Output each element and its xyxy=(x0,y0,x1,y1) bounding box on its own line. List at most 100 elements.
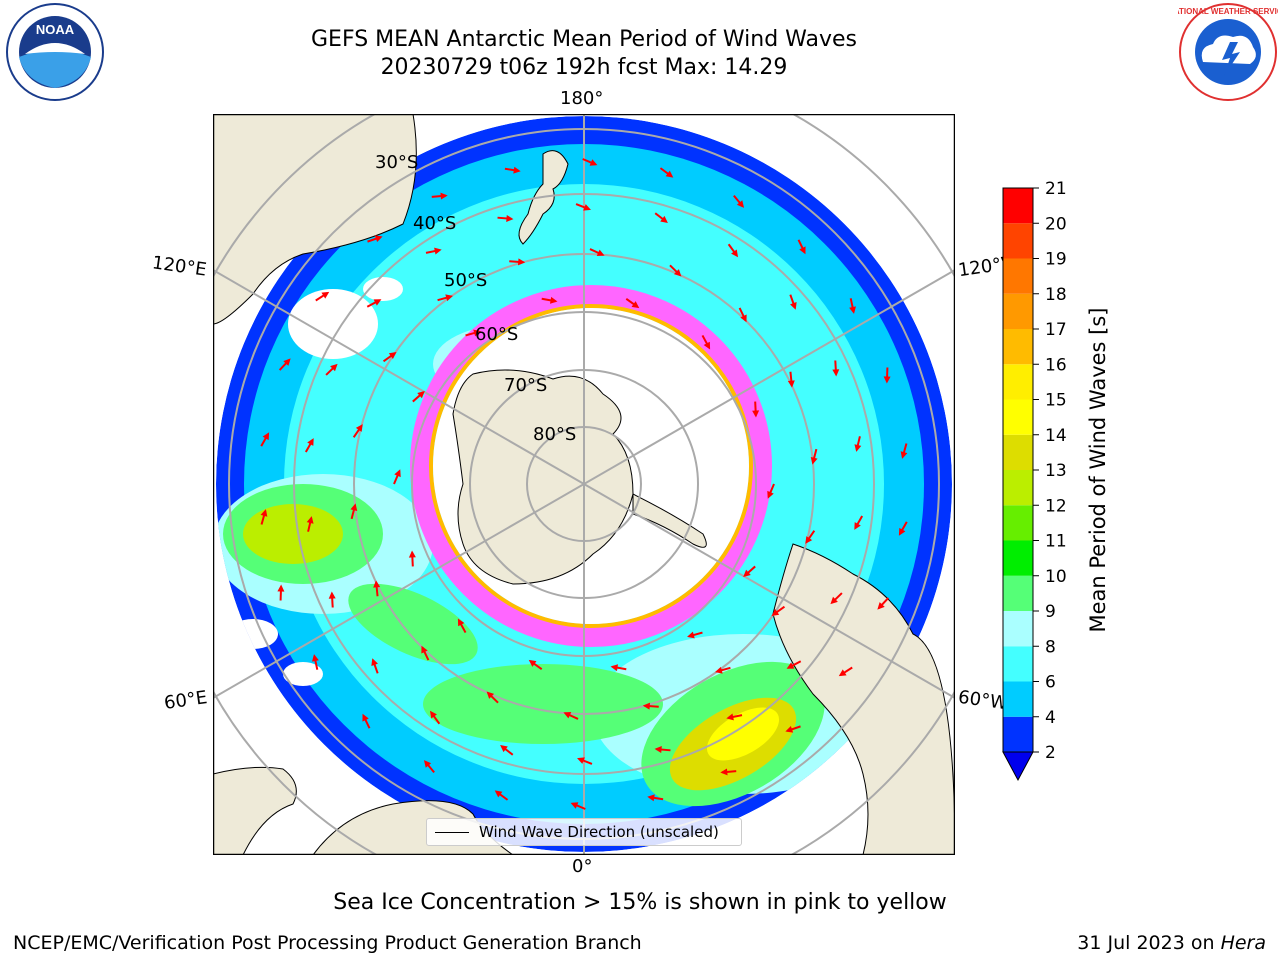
nws-logo-text: NATIONAL WEATHER SERVICE xyxy=(1178,7,1278,16)
map-legend: Wind Wave Direction (unscaled) xyxy=(426,818,742,846)
colorbar-segment xyxy=(1003,399,1033,435)
wind-wave-arrowhead xyxy=(743,569,751,578)
lon-label-0: 0° xyxy=(572,856,593,877)
wind-wave-arrowhead xyxy=(883,376,891,384)
colorbar-tick-label: 8 xyxy=(1045,637,1056,657)
colorbar-tick-label: 16 xyxy=(1045,355,1067,375)
colorbar-tick-label: 20 xyxy=(1045,214,1067,234)
wind-wave-arrowhead xyxy=(577,757,585,764)
colorbar-segment xyxy=(1003,434,1033,470)
wind-wave-arrowhead xyxy=(771,609,780,616)
wind-wave-arrowhead xyxy=(408,550,416,558)
wind-wave-arrowhead xyxy=(394,469,401,478)
africa-land xyxy=(213,766,297,855)
wind-wave-arrowhead xyxy=(445,294,453,302)
wind-wave-arrowhead xyxy=(440,192,448,200)
wind-wave-arrowhead xyxy=(513,166,521,174)
wind-wave-arrowhead xyxy=(570,802,579,809)
wind-wave-arrowhead xyxy=(665,170,674,178)
wind-wave-arrowhead xyxy=(350,503,358,512)
noaa-logo: NOAA xyxy=(6,3,104,101)
colorbar-segment xyxy=(1003,681,1033,717)
wind-wave-arrowhead xyxy=(583,204,591,211)
wind-wave-arrowhead xyxy=(687,631,695,639)
colorbar-segment xyxy=(1003,293,1033,329)
wind-wave-arrowhead xyxy=(260,509,268,517)
legend-label: Wind Wave Direction (unscaled) xyxy=(479,823,719,841)
wind-wave-arrowhead xyxy=(900,451,908,459)
wind-wave-arrowhead xyxy=(563,712,572,719)
wind-wave-arrows xyxy=(260,158,908,810)
south-america-land xyxy=(772,543,955,855)
colorbar-tick-label: 14 xyxy=(1045,426,1067,446)
footer-date-text: 31 Jul 2023 on xyxy=(1077,932,1221,954)
polar-map xyxy=(213,114,955,855)
wind-wave-arrowhead xyxy=(277,584,285,592)
wind-wave-arrowhead xyxy=(486,691,495,699)
antarctica-land xyxy=(452,369,634,585)
wind-wave-arrowhead xyxy=(838,669,847,677)
wind-wave-arrowhead xyxy=(642,702,651,710)
wind-wave-arrowhead xyxy=(321,291,330,299)
colorbar-segment xyxy=(1003,505,1033,541)
lat-label-30s: 30°S xyxy=(375,152,419,173)
noaa-logo-text: NOAA xyxy=(36,22,75,37)
wind-wave-arrowhead xyxy=(752,410,760,418)
colorbar-segment xyxy=(1003,716,1033,752)
wind-wave-arrowhead xyxy=(506,214,514,222)
colorbar-tick-label: 17 xyxy=(1045,320,1067,340)
wind-wave-arrowhead xyxy=(790,302,797,310)
wind-wave-arrowhead xyxy=(610,664,619,672)
wind-wave-arrowhead xyxy=(589,159,598,166)
footer-credit: NCEP/EMC/Verification Post Processing Pr… xyxy=(13,932,642,954)
wind-wave-arrowhead xyxy=(854,522,861,530)
lat-label-50s: 50°S xyxy=(444,270,488,291)
colorbar-tick-label: 6 xyxy=(1045,673,1056,693)
wind-wave-arrowhead xyxy=(736,200,745,208)
colorbar-segment xyxy=(1003,540,1033,576)
antarctic-peninsula xyxy=(632,493,707,548)
wind-wave-arrowhead xyxy=(596,249,605,256)
wind-wave-arrowhead xyxy=(500,745,508,753)
wind-wave-arrowhead xyxy=(494,790,503,798)
colorbar-segment xyxy=(1003,470,1033,506)
wind-wave-arrowhead xyxy=(417,390,425,399)
wind-wave-arrowhead xyxy=(703,341,711,350)
lat-label-80s: 80°S xyxy=(533,424,577,445)
lon-label-60e: 60°E xyxy=(162,687,209,714)
wind-wave-arrowhead xyxy=(660,215,668,223)
wind-wave-arrowhead xyxy=(517,258,526,266)
wind-wave-arrowhead xyxy=(355,424,363,432)
colorbar-segment xyxy=(1003,223,1033,259)
wind-wave-arrowhead xyxy=(306,516,314,524)
australia-land-2 xyxy=(213,114,417,325)
wind-wave-arrowhead xyxy=(805,536,813,544)
wind-wave-arrowhead xyxy=(786,662,795,669)
colorbar-tick-label: 13 xyxy=(1045,461,1067,481)
wind-wave-arrowhead xyxy=(429,710,437,719)
wind-wave-arrowhead xyxy=(810,456,818,465)
wind-wave-arrowhead xyxy=(631,301,640,309)
colorbar-segment xyxy=(1003,575,1033,611)
wind-wave-arrowhead xyxy=(767,490,774,499)
colorbar-tick-label: 21 xyxy=(1045,179,1067,199)
wind-wave-arrowhead xyxy=(898,527,906,536)
wind-wave-arrowhead xyxy=(726,713,734,721)
wind-wave-arrowhead xyxy=(787,380,795,388)
wind-wave-arrowhead xyxy=(720,768,728,776)
wind-wave-arrowhead xyxy=(373,299,382,306)
sea-ice-caption: Sea Ice Concentration > 15% is shown in … xyxy=(333,890,947,915)
legend-line-icon xyxy=(435,831,469,833)
colorbar-segment xyxy=(1003,188,1033,224)
lat-label-40s: 40°S xyxy=(413,213,457,234)
wind-wave-arrowhead xyxy=(423,760,432,768)
colorbar-extend-arrow xyxy=(1002,751,1034,782)
wind-wave-arrowhead xyxy=(373,580,381,588)
colorbar-label: Mean Period of Wind Waves [s] xyxy=(1086,308,1110,633)
wind-wave-arrowhead xyxy=(673,269,682,277)
colorbar-tick-label: 2 xyxy=(1045,743,1056,763)
colorbar-tick-label: 10 xyxy=(1045,567,1067,587)
wind-wave-arrowhead xyxy=(715,666,723,674)
colorbar-segment xyxy=(1003,364,1033,400)
wind-wave-arrowhead xyxy=(830,596,838,605)
